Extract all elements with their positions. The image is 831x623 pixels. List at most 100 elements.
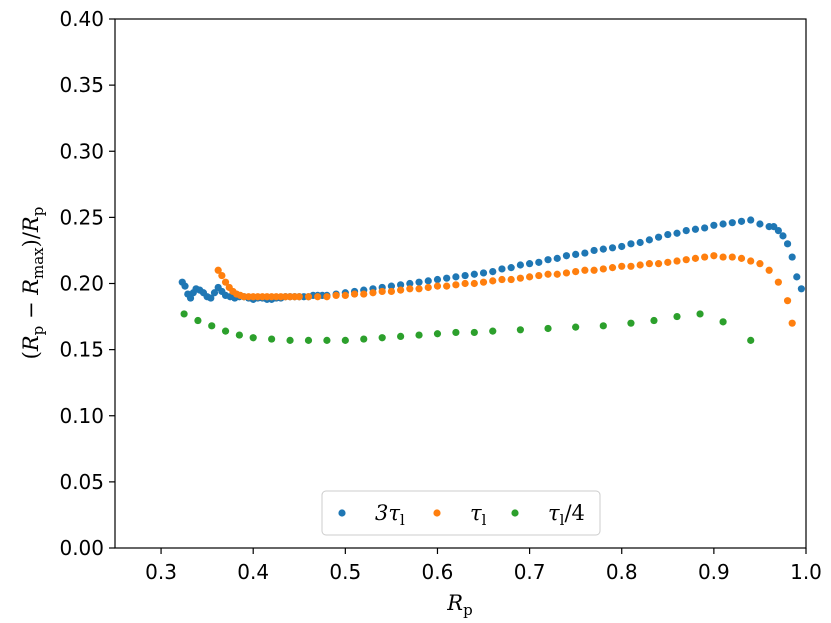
data-point	[696, 310, 704, 318]
data-point	[664, 230, 672, 239]
data-point	[470, 279, 478, 288]
data-point	[186, 294, 195, 302]
data-point	[737, 254, 746, 262]
data-point	[218, 271, 226, 280]
data-point	[194, 316, 202, 325]
data-point	[415, 285, 423, 293]
data-point	[452, 273, 460, 281]
y-tick-label: 0.15	[59, 338, 104, 362]
y-tick-label: 0.05	[59, 470, 104, 494]
data-point	[341, 336, 349, 344]
data-point	[286, 336, 294, 344]
data-point	[415, 331, 423, 339]
data-point	[645, 260, 653, 268]
data-point	[599, 322, 607, 330]
legend: 3τl τl τl/4	[321, 490, 601, 536]
y-tick-label: 0.00	[59, 536, 104, 560]
data-point	[433, 282, 442, 290]
data-point	[562, 252, 571, 260]
data-point	[180, 310, 188, 318]
data-point	[433, 275, 442, 284]
data-point	[747, 257, 755, 265]
series-1	[214, 252, 796, 327]
data-point	[765, 266, 773, 274]
data-point	[221, 327, 230, 335]
data-point	[797, 285, 805, 293]
data-point	[507, 264, 515, 272]
data-point	[783, 297, 792, 305]
data-point	[535, 258, 543, 266]
data-point	[406, 279, 414, 288]
data-point	[682, 256, 690, 264]
data-point	[304, 293, 313, 301]
data-point	[461, 271, 469, 280]
data-point	[599, 245, 607, 253]
data-point	[323, 293, 331, 301]
data-point	[360, 335, 368, 343]
data-point	[553, 254, 561, 262]
x-tick-label: 0.4	[237, 560, 269, 584]
data-point	[489, 327, 497, 335]
data-point	[295, 293, 303, 301]
data-point	[710, 252, 718, 260]
data-point	[691, 225, 700, 233]
data-point	[516, 261, 524, 269]
data-point	[332, 291, 340, 299]
data-point	[479, 269, 488, 277]
y-axis-label: (Rp − Rmax)/Rp	[19, 207, 47, 360]
data-point	[774, 227, 782, 235]
data-point	[553, 270, 561, 278]
data-point	[207, 294, 215, 302]
x-tick-label: 1.0	[790, 560, 822, 584]
legend-label: 3τl	[375, 501, 405, 529]
data-point	[747, 216, 755, 224]
legend-marker	[433, 509, 441, 517]
data-point	[498, 265, 506, 273]
data-point	[470, 270, 478, 278]
data-point	[691, 254, 700, 262]
x-tick-label: 0.7	[514, 560, 546, 584]
axes-frame	[114, 18, 807, 549]
data-point	[535, 271, 543, 280]
data-point	[470, 328, 478, 337]
data-point	[627, 262, 635, 270]
data-point	[654, 260, 663, 268]
data-point	[387, 282, 395, 290]
data-point	[756, 220, 764, 228]
x-tick-label: 0.5	[329, 560, 361, 584]
data-point	[323, 336, 331, 344]
data-point	[406, 285, 414, 293]
legend-marker	[338, 509, 346, 517]
legend-label: τl	[470, 501, 487, 529]
data-point	[627, 240, 635, 248]
data-point	[378, 287, 386, 296]
data-point	[350, 290, 359, 298]
data-point	[516, 326, 524, 334]
data-point	[249, 334, 257, 342]
data-point	[756, 260, 764, 268]
data-point	[516, 274, 524, 282]
data-point	[562, 269, 571, 277]
data-point	[544, 270, 552, 278]
data-point	[779, 232, 787, 240]
data-point	[673, 229, 681, 237]
x-axis: 0.3 0.4 0.5 0.6 0.7 0.8 0.9 1.0	[145, 548, 822, 584]
data-point	[314, 293, 322, 301]
series-0	[178, 216, 805, 303]
data-point	[608, 264, 617, 272]
data-point	[774, 278, 782, 286]
data-point	[268, 335, 276, 343]
legend-label: τl/4	[548, 501, 585, 529]
data-point	[498, 275, 506, 284]
data-point	[397, 286, 405, 294]
data-point	[181, 282, 189, 290]
data-point	[650, 316, 658, 325]
legend-marker	[511, 509, 519, 517]
data-point	[710, 221, 718, 229]
data-point	[304, 336, 313, 344]
data-point	[701, 224, 709, 232]
data-point	[793, 273, 801, 281]
data-point	[544, 256, 552, 264]
data-point	[507, 275, 515, 284]
